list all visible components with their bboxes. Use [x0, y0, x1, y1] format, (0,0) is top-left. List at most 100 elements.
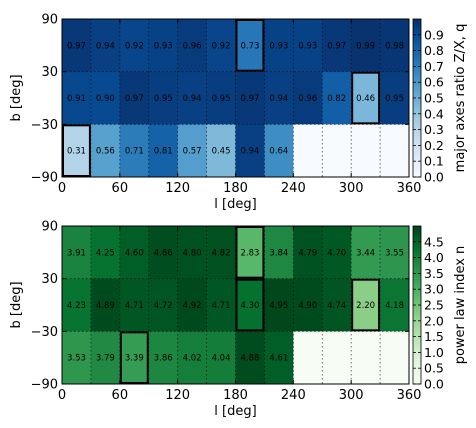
- cell-value-label: 0.64: [269, 147, 288, 157]
- colorbar-segment: [413, 70, 421, 73]
- heatmap-cell: [177, 331, 207, 385]
- colorbar-tick-label: 0.5: [424, 361, 444, 376]
- colorbar-tick-label: 0.4: [424, 106, 444, 121]
- x-tick-label: 300: [339, 181, 364, 196]
- cell-value-label: 4.92: [183, 301, 202, 311]
- colorbar-segment: [413, 249, 421, 253]
- colorbar-segment: [413, 285, 421, 288]
- heatmap-cell: [235, 331, 265, 385]
- cell-value-label: 4.60: [125, 248, 144, 258]
- colorbar-segment: [413, 243, 421, 247]
- colorbar-segment: [413, 326, 421, 330]
- y-axis-ticks: 90 30 −30 −90: [31, 220, 409, 393]
- heatmap-cell: [322, 226, 352, 279]
- colorbar-segment: [413, 261, 421, 264]
- x-axis-ticks: 0 60 120 180 240 300 360: [58, 19, 421, 196]
- colorbar-segment: [413, 233, 421, 237]
- x-axis-label: l [deg]: [214, 404, 256, 419]
- colorbar-segment: [413, 101, 421, 105]
- colorbar-segment: [413, 226, 421, 229]
- colorbar-tick-label: 0.6: [424, 75, 444, 90]
- colorbar-segment: [413, 368, 421, 371]
- heatmap-cell: [380, 124, 410, 178]
- colorbar-segment: [413, 370, 421, 373]
- colorbar-segment: [413, 372, 421, 375]
- colorbar-segment: [413, 356, 421, 359]
- colorbar-tick-label: 0.0: [424, 170, 444, 185]
- colorbar-segment: [413, 295, 421, 298]
- cell-value-label: 0.31: [67, 147, 86, 157]
- colorbar-segment: [413, 56, 421, 59]
- heatmap-cell: [119, 331, 150, 385]
- cell-value-label: 3.39: [125, 354, 144, 364]
- colorbar-segment: [413, 66, 421, 69]
- colorbar-segment: [413, 175, 421, 178]
- colorbar-segment: [413, 163, 421, 166]
- cell-value-label: 4.04: [212, 354, 231, 364]
- heatmap-cell: [322, 71, 352, 125]
- colorbar-segment: [413, 318, 421, 322]
- colorbar-segment: [413, 308, 421, 312]
- x-tick-label: 0: [58, 181, 66, 196]
- colorbar-segment: [413, 22, 421, 26]
- colorbar-segment: [413, 26, 421, 30]
- colorbar-segment: [413, 251, 421, 255]
- colorbar-segment: [413, 157, 421, 160]
- heatmap-cell: [380, 226, 410, 279]
- cell-value-label: 2.83: [240, 248, 259, 258]
- cell-value-label: 0.91: [67, 94, 86, 104]
- cell-value-label: 4.71: [212, 301, 231, 311]
- colorbar-segment: [413, 237, 421, 241]
- heatmap-cell: [177, 124, 207, 178]
- cell-value-label: 0.57: [183, 147, 202, 157]
- heatmap-cell: [119, 19, 150, 72]
- colorbar-segment: [413, 354, 421, 357]
- cell-value-label: 4.70: [327, 248, 346, 258]
- colorbar-segment: [413, 346, 421, 349]
- colorbar-segment: [413, 48, 421, 51]
- highlight-box: [62, 124, 91, 178]
- highlight-box: [235, 226, 265, 279]
- heatmap-cell: [235, 19, 265, 72]
- colorbar-tick-label: 0.8: [424, 43, 444, 58]
- colorbar-segment: [413, 24, 421, 28]
- heatmap-cell: [351, 331, 381, 385]
- colorbar-segment: [413, 30, 421, 34]
- cell-value-label: 0.73: [240, 41, 259, 51]
- heatmap-cell: [90, 124, 121, 178]
- heatmap-cell: [90, 71, 121, 125]
- colorbar-segment: [413, 231, 421, 235]
- cell-value-label: 4.30: [240, 301, 259, 311]
- colorbar-segment: [413, 94, 421, 97]
- colorbar-segment: [413, 96, 421, 99]
- colorbar-tick-label: 1.0: [424, 345, 444, 360]
- colorbar-segment: [413, 34, 421, 38]
- colorbar-segment: [413, 263, 421, 266]
- colorbar-segment: [413, 68, 421, 71]
- heatmap-cell: [235, 124, 265, 178]
- highlight-box: [351, 278, 381, 332]
- heatmap-cell: [62, 226, 92, 279]
- colorbar-segment: [413, 84, 421, 87]
- colorbar-segment: [413, 344, 421, 347]
- colorbar-segment: [413, 239, 421, 243]
- heatmap-cells: [62, 226, 410, 385]
- colorbar-segment: [413, 255, 421, 258]
- colorbar-segment: [413, 115, 421, 119]
- colorbar-segment: [413, 54, 421, 57]
- heatmap-cell: [264, 71, 294, 125]
- colorbar-segment: [413, 42, 421, 46]
- colorbar-segment: [413, 151, 421, 154]
- colorbar-segment: [413, 229, 421, 233]
- heatmap-cell: [177, 71, 207, 125]
- colorbar-segment: [413, 155, 421, 158]
- cell-value-label: 0.93: [298, 41, 317, 51]
- heatmap-cell: [380, 331, 410, 385]
- colorbar-segment: [413, 259, 421, 262]
- highlight-box: [235, 19, 265, 72]
- colorbar-tick-label: 2.0: [424, 313, 444, 328]
- colorbar-segment: [413, 74, 421, 77]
- colorbar-segment: [413, 348, 421, 351]
- colorbar-segment: [413, 235, 421, 239]
- colorbar-segment: [413, 44, 421, 48]
